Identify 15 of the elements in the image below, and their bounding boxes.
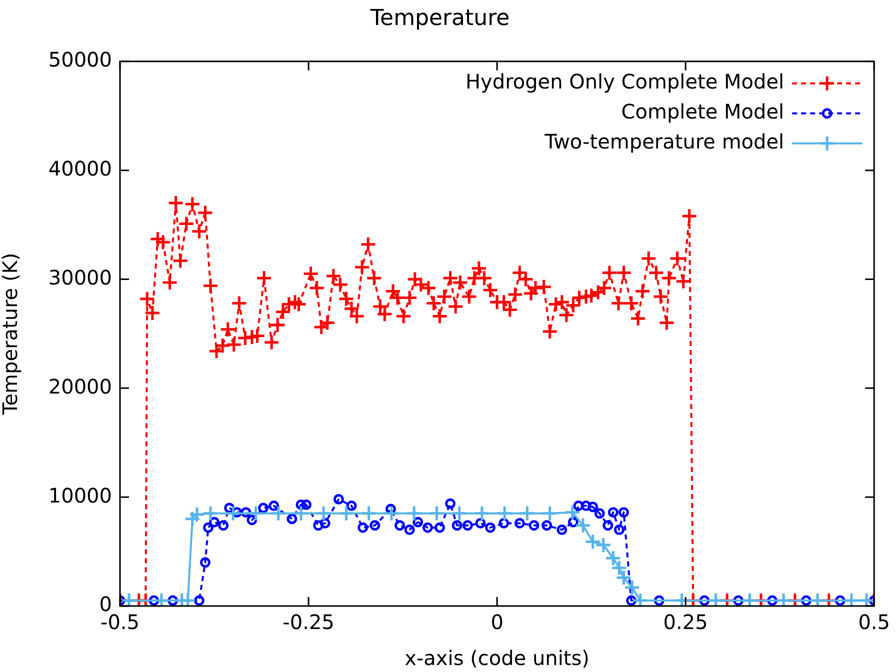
x-axis-title: x-axis (code units)	[404, 646, 590, 670]
y-tick-label: 50000	[48, 48, 112, 72]
y-axis-title: Temperature (K)	[0, 252, 22, 416]
y-tick-label: 30000	[48, 265, 112, 290]
y-tick-label: 10000	[48, 483, 112, 508]
legend-label: Hydrogen Only Complete Model	[466, 70, 784, 94]
y-tick-label: 20000	[48, 374, 112, 398]
x-tick-label: -0.25	[282, 610, 334, 634]
x-tick-label: 0.5	[858, 610, 890, 634]
chart-title: Temperature	[369, 6, 510, 31]
legend-label: Two-temperature model	[544, 130, 784, 154]
y-tick-label: 40000	[48, 156, 112, 181]
x-tick-label: 0	[490, 610, 504, 634]
x-tick-label: 0.25	[663, 610, 708, 634]
legend-label: Complete Model	[621, 100, 784, 124]
